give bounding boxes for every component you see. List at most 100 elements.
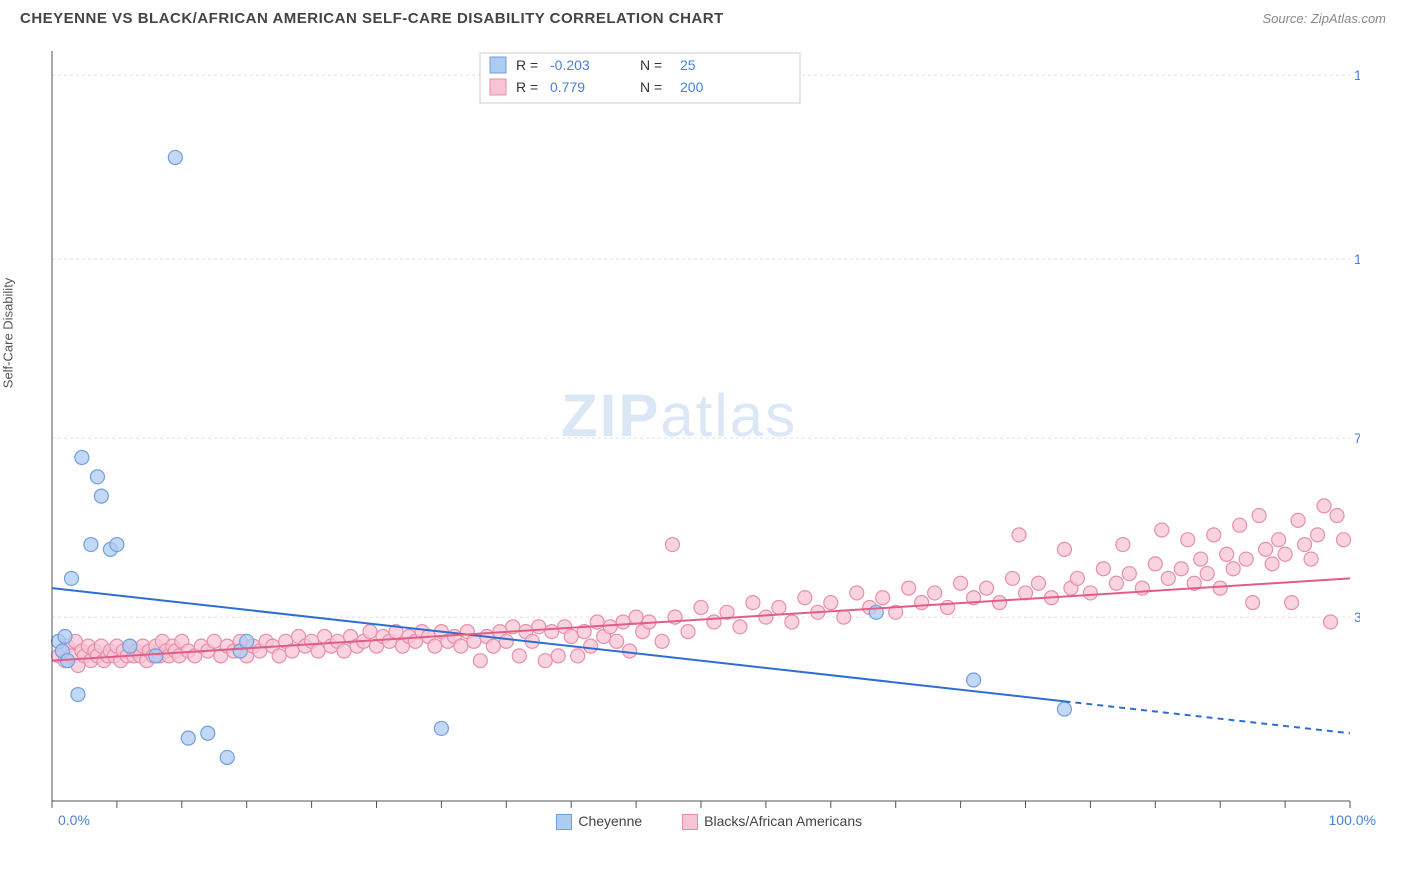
data-point [584, 639, 598, 653]
data-point [1324, 615, 1338, 629]
data-point [993, 596, 1007, 610]
data-point [486, 639, 500, 653]
data-point [1304, 552, 1318, 566]
data-point [1181, 533, 1195, 547]
data-point [733, 620, 747, 634]
data-point [941, 600, 955, 614]
data-point [571, 649, 585, 663]
data-point [428, 639, 442, 653]
data-point [954, 576, 968, 590]
data-point [1246, 596, 1260, 610]
data-point [616, 615, 630, 629]
legend-r-value: -0.203 [550, 57, 590, 73]
chart-container: Self-Care Disability 3.8%7.5%11.2%15.0%Z… [20, 41, 1386, 831]
legend-r-label: R = [516, 57, 538, 73]
data-point [798, 591, 812, 605]
data-point [168, 150, 182, 164]
chart-title: CHEYENNE VS BLACK/AFRICAN AMERICAN SELF-… [20, 10, 724, 27]
data-point [90, 470, 104, 484]
legend-n-value: 200 [680, 79, 704, 95]
y-tick-label: 11.2% [1354, 251, 1360, 267]
data-point [311, 644, 325, 658]
data-point [1278, 547, 1292, 561]
data-point [1116, 538, 1130, 552]
data-point [824, 596, 838, 610]
data-point [1239, 552, 1253, 566]
source-attribution: Source: ZipAtlas.com [1262, 11, 1386, 26]
data-point [1155, 523, 1169, 537]
data-point [473, 654, 487, 668]
data-point [94, 489, 108, 503]
data-point [1226, 562, 1240, 576]
data-point [967, 673, 981, 687]
data-point [1337, 533, 1351, 547]
data-point [512, 649, 526, 663]
data-point [532, 620, 546, 634]
legend-n-value: 25 [680, 57, 696, 73]
data-point [1259, 542, 1273, 556]
data-point [681, 625, 695, 639]
data-point [1083, 586, 1097, 600]
legend-n-label: N = [640, 57, 662, 73]
data-point [75, 450, 89, 464]
trend-line-extrapolated [1064, 701, 1350, 733]
data-point [1122, 567, 1136, 581]
data-point [915, 596, 929, 610]
data-point [220, 750, 234, 764]
data-point [84, 538, 98, 552]
watermark: ZIPatlas [561, 382, 797, 449]
data-point [1233, 518, 1247, 532]
data-point [1194, 552, 1208, 566]
data-point [1330, 509, 1344, 523]
data-point [629, 610, 643, 624]
data-point [1311, 528, 1325, 542]
legend-n-label: N = [640, 79, 662, 95]
y-axis-label: Self-Care Disability [1, 278, 16, 389]
data-point [564, 629, 578, 643]
chart-header: CHEYENNE VS BLACK/AFRICAN AMERICAN SELF-… [0, 0, 1406, 33]
data-point [746, 596, 760, 610]
data-point [759, 610, 773, 624]
data-point [1070, 571, 1084, 585]
data-point [980, 581, 994, 595]
data-point [623, 644, 637, 658]
data-point [876, 591, 890, 605]
data-point [694, 600, 708, 614]
y-tick-label: 7.5% [1354, 430, 1360, 446]
data-point [1135, 581, 1149, 595]
legend-r-value: 0.779 [550, 79, 585, 95]
data-point [201, 726, 215, 740]
data-point [181, 731, 195, 745]
data-point [64, 571, 78, 585]
data-point [454, 639, 468, 653]
data-point [434, 721, 448, 735]
data-point [1298, 538, 1312, 552]
data-point [665, 538, 679, 552]
data-point [1200, 567, 1214, 581]
data-point [928, 586, 942, 600]
data-point [58, 629, 72, 643]
data-point [1096, 562, 1110, 576]
data-point [337, 644, 351, 658]
data-point [837, 610, 851, 624]
data-point [1006, 571, 1020, 585]
trend-line [52, 578, 1350, 660]
data-point [207, 634, 221, 648]
data-point [1161, 571, 1175, 585]
y-tick-label: 3.8% [1354, 609, 1360, 625]
data-point [110, 538, 124, 552]
data-point [499, 634, 513, 648]
data-point [1109, 576, 1123, 590]
data-point [538, 654, 552, 668]
data-point [1148, 557, 1162, 571]
legend-swatch [490, 79, 506, 95]
data-point [772, 600, 786, 614]
y-tick-label: 15.0% [1354, 67, 1360, 83]
data-point [603, 620, 617, 634]
data-point [610, 634, 624, 648]
legend-r-label: R = [516, 79, 538, 95]
data-point [149, 649, 163, 663]
data-point [1272, 533, 1286, 547]
data-point [363, 625, 377, 639]
data-point [785, 615, 799, 629]
